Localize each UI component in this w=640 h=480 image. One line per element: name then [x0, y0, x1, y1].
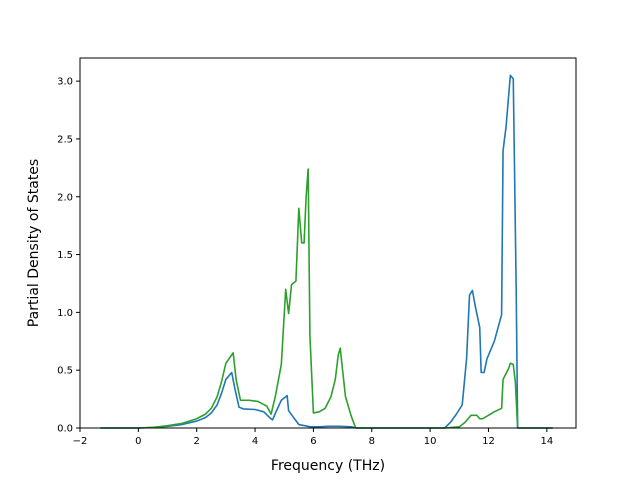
y-tick-label: 1.0 [57, 308, 73, 319]
y-tick-label: 1.5 [57, 250, 73, 261]
x-tick-label: 6 [310, 436, 316, 447]
x-tick-label: 14 [540, 436, 553, 447]
y-tick-label: 2.5 [57, 134, 73, 145]
series-line-2 [100, 168, 553, 429]
y-tick-label: 3.0 [57, 77, 73, 88]
series-line-1 [100, 74, 553, 429]
x-tick-label: 2 [194, 436, 200, 447]
x-tick-label: 0 [135, 436, 141, 447]
x-tick-label: 4 [252, 436, 258, 447]
x-axis-label: Frequency (THz) [271, 458, 385, 474]
x-tick-label: 8 [369, 436, 375, 447]
y-axis-label: Partial Density of States [26, 159, 42, 327]
y-tick-label: 2.0 [57, 192, 73, 203]
x-tick-label: 12 [482, 436, 495, 447]
y-axis-ticks: 0.0 0.5 1.0 1.5 2.0 2.5 3.0 [57, 77, 80, 435]
y-tick-label: 0.5 [57, 366, 73, 377]
y-tick-label: 0.0 [57, 424, 73, 435]
plot-background [80, 58, 576, 428]
x-tick-label: −2 [73, 436, 88, 447]
x-tick-label: 10 [424, 436, 437, 447]
x-axis-ticks: −2 0 2 4 6 8 10 12 14 [73, 428, 553, 447]
plot-frame [79, 57, 577, 429]
series-layer [100, 74, 553, 429]
